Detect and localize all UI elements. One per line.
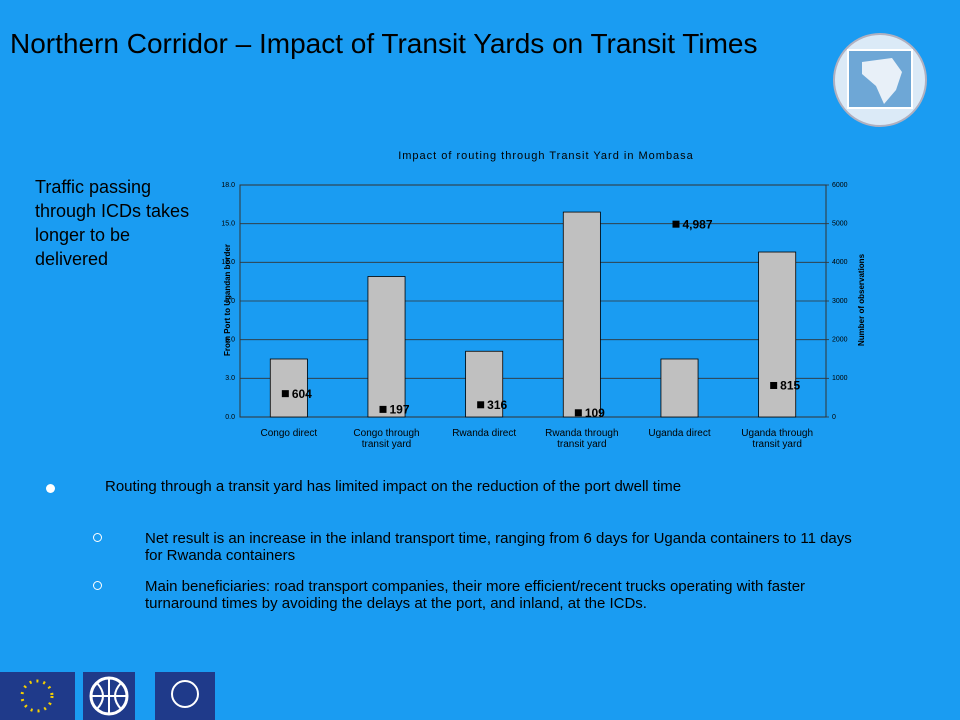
- bullet: Routing through a transit yard has limit…: [105, 478, 682, 495]
- y2-tick-label: 0: [832, 414, 836, 421]
- y-tick-label: 12.0: [221, 259, 235, 266]
- x-tick-label: Congo through transit yard: [353, 428, 420, 450]
- data-label: 109: [585, 406, 605, 420]
- sub-bullet: Main beneficiaries: road transport compa…: [145, 578, 806, 612]
- bar: [562, 211, 601, 418]
- y2-tick-label: 5000: [832, 221, 848, 228]
- bar: [269, 358, 308, 418]
- side-note: Traffic passing through ICDs takes longe…: [35, 177, 190, 269]
- wb-lines: [91, 678, 127, 714]
- y-tick-label: 15.0: [221, 221, 235, 228]
- y2-tick-label: 3000: [832, 298, 848, 305]
- sub-bullet: Net result is an increase in the inland …: [145, 530, 852, 564]
- logo-africa: [862, 58, 902, 104]
- y-tick-label: 18.0: [221, 182, 235, 189]
- eu-stars: [20, 679, 54, 713]
- slide-title: Northern Corridor – Impact of Transit Ya…: [10, 28, 758, 59]
- x-tick-label: Rwanda direct: [452, 428, 517, 439]
- chart-title: Impact of routing through Transit Yard i…: [398, 150, 694, 162]
- y2-tick-label: 4000: [832, 259, 848, 266]
- bar: [660, 358, 699, 418]
- marker: [379, 405, 387, 413]
- y-tick-label: 0.0: [225, 414, 235, 421]
- marker: [770, 381, 778, 389]
- bar: [758, 251, 797, 418]
- sub-bullet-dot: [93, 581, 102, 590]
- x-tick-label: Congo direct: [260, 428, 318, 439]
- x-tick-label: Uganda direct: [648, 428, 711, 439]
- y2-axis-label: Number of observations: [857, 253, 866, 346]
- eu-logo: [0, 672, 75, 720]
- data-label: 316: [487, 398, 507, 412]
- bullet-dot: [46, 484, 55, 493]
- marker: [672, 220, 680, 228]
- marker: [574, 409, 582, 417]
- y2-tick-label: 6000: [832, 182, 848, 189]
- y-tick-label: 6.0: [225, 337, 235, 344]
- data-label: 604: [292, 387, 312, 401]
- x-tick-label: Uganda through transit yard: [741, 428, 814, 450]
- marker: [477, 401, 485, 409]
- data-label: 4,987: [683, 217, 713, 231]
- data-label: 815: [780, 379, 800, 393]
- y-axis-label: From Port to Ugandan border: [223, 244, 232, 356]
- un-logo: [155, 672, 215, 720]
- un-globe: [171, 680, 199, 708]
- marker: [281, 390, 289, 398]
- bar: [367, 276, 406, 418]
- x-tick-label: Rwanda through transit yard: [545, 428, 619, 450]
- y-tick-label: 3.0: [225, 375, 235, 382]
- y-tick-label: 9.0: [225, 298, 235, 305]
- sub-bullet-dot: [93, 533, 102, 542]
- data-label: 197: [390, 403, 410, 417]
- y2-tick-label: 2000: [832, 337, 848, 344]
- y2-tick-label: 1000: [832, 375, 848, 382]
